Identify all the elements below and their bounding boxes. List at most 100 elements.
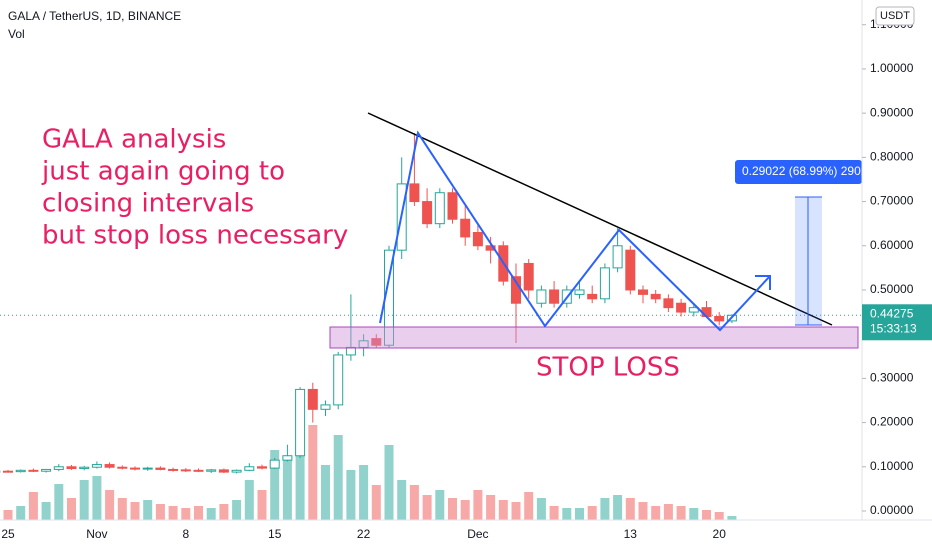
volume-bar (536, 498, 546, 520)
volume-bar (575, 508, 584, 520)
candle-body (320, 404, 331, 410)
volume-bar (232, 500, 242, 520)
volume-layer (3, 390, 737, 520)
candle-body (257, 466, 267, 469)
candle-body (104, 464, 115, 468)
volume-bar (54, 484, 64, 520)
volume-bar (346, 470, 356, 520)
candle-body (714, 315, 725, 322)
trend-line (367, 112, 833, 326)
x-tick-label: 13 (624, 527, 638, 541)
volume-bar (625, 498, 635, 520)
candle-body (79, 466, 90, 470)
volume-bar (498, 500, 508, 520)
last-price-box (862, 304, 932, 341)
x-tick-label: Dec (467, 527, 488, 541)
candle-body (549, 289, 560, 304)
candle-body (358, 340, 369, 348)
symbol-title: GALA / TetherUS, 1D, BINANCE (8, 9, 181, 23)
candle-body (155, 467, 166, 470)
volume-bar (613, 495, 623, 520)
measure-label-box (735, 160, 862, 184)
volume-bar (549, 506, 559, 520)
arrow-head (755, 275, 771, 290)
volume-bar (333, 435, 343, 520)
candle-body (244, 466, 255, 471)
candle-body (295, 388, 306, 457)
volume-bar (194, 506, 203, 520)
volume-bar (448, 498, 457, 520)
volume-bar (168, 506, 178, 520)
candle-body (345, 346, 356, 356)
volume-bar (460, 500, 470, 520)
annotation: closing intervals (42, 189, 254, 219)
candle-body (282, 455, 293, 461)
y-tick-label: 0.70000 (870, 194, 914, 208)
indicator-name: Vol (8, 27, 25, 41)
candle-body (409, 183, 420, 203)
volume-bar (79, 480, 89, 520)
candle-body (41, 468, 52, 472)
candle-body (650, 293, 661, 300)
y-tick-label: 0.30000 (870, 371, 914, 385)
candle-body (587, 293, 598, 300)
x-tick-label: 22 (357, 527, 371, 541)
volume-bar (270, 450, 280, 520)
y-tick-label: 0.60000 (870, 238, 914, 252)
volume-bar (486, 495, 496, 520)
annotation: but stop loss necessary (42, 221, 348, 251)
candle-body (218, 469, 229, 473)
volume-bar (371, 485, 381, 520)
volume-bar (321, 465, 330, 520)
y-tick-label: 0.20000 (870, 415, 914, 429)
candle-body (91, 464, 102, 468)
volume-bar (105, 490, 115, 520)
candle-body (536, 289, 547, 304)
volume-bar (689, 508, 699, 520)
candle-body (638, 289, 648, 295)
zigzag-pattern (379, 130, 771, 332)
annotation: GALA analysis (42, 125, 226, 155)
volume-bar (308, 425, 318, 520)
candle-body (117, 466, 128, 469)
stop-loss-label: STOP LOSS (536, 353, 680, 383)
x-tick-label: 8 (182, 527, 189, 541)
currency: USDT (880, 10, 910, 22)
volume-bar (117, 498, 127, 520)
volume-bar (143, 500, 153, 520)
volume-bar (384, 445, 394, 520)
candle-body (485, 245, 496, 251)
y-tick-label: 0.90000 (870, 105, 914, 119)
volume-bar (41, 502, 51, 520)
candle-body (3, 470, 13, 473)
candle-body (53, 466, 64, 470)
volume-bar (473, 490, 483, 520)
candle-body (269, 459, 280, 469)
volume-bar (181, 508, 191, 520)
candle-body (701, 307, 712, 317)
last-price-label: 0.44275 (870, 306, 914, 320)
volume-bar (422, 495, 432, 520)
volume-bar (155, 504, 165, 520)
volume-bar (28, 492, 38, 520)
volume-bar (3, 510, 13, 520)
volume-bar (714, 512, 724, 520)
candle-body (676, 302, 687, 313)
countdown: 15:33:13 (870, 321, 917, 335)
candle-body (307, 388, 318, 410)
candle-body (206, 469, 217, 472)
volume-bar (587, 506, 597, 520)
volume-bar (130, 502, 140, 520)
volume-bar (219, 504, 229, 520)
annotation: just again going to (41, 157, 285, 187)
x-tick-label: 25 (1, 527, 15, 541)
y-tick-label: 0.50000 (870, 282, 914, 296)
candle-body (599, 267, 610, 300)
y-tick-label: 0.00000 (870, 503, 914, 517)
candle-body (625, 249, 636, 291)
candle-body (434, 192, 445, 225)
volume-bar (16, 506, 26, 520)
candle-body (663, 298, 674, 309)
volume-bar (727, 516, 737, 520)
